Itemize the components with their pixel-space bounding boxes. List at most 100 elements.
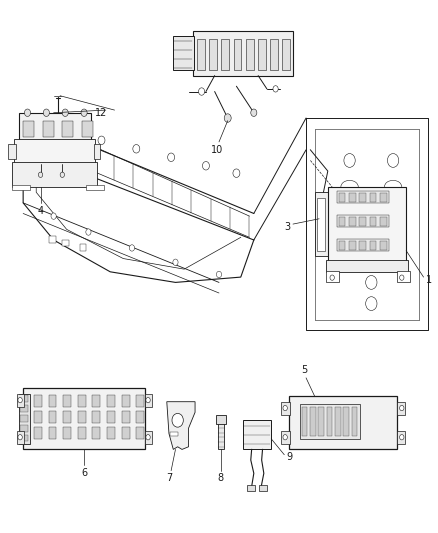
Bar <box>107 395 115 407</box>
Bar <box>325 271 339 282</box>
Bar <box>359 217 366 225</box>
Bar <box>396 402 405 415</box>
Bar <box>281 431 290 444</box>
Bar <box>281 402 290 415</box>
Bar <box>359 193 366 202</box>
Bar <box>349 217 356 225</box>
Bar <box>62 240 69 246</box>
Circle shape <box>168 153 175 161</box>
Circle shape <box>344 154 355 167</box>
Circle shape <box>283 434 287 440</box>
Text: 4: 4 <box>38 206 44 215</box>
Text: 1: 1 <box>426 274 432 285</box>
Bar <box>34 427 42 439</box>
Bar <box>380 193 387 202</box>
Text: 3: 3 <box>285 222 291 232</box>
Circle shape <box>344 196 355 210</box>
Circle shape <box>18 398 22 403</box>
Bar <box>107 411 115 423</box>
Circle shape <box>133 144 140 153</box>
Ellipse shape <box>341 180 358 193</box>
Bar <box>336 191 389 203</box>
Bar <box>86 185 104 190</box>
Bar <box>336 215 389 227</box>
Bar <box>243 420 271 449</box>
Circle shape <box>399 434 404 440</box>
Circle shape <box>202 161 209 170</box>
Circle shape <box>60 172 64 177</box>
Bar <box>62 120 73 136</box>
Bar <box>339 193 345 202</box>
Circle shape <box>51 213 56 219</box>
Bar <box>359 241 366 249</box>
Bar <box>380 241 387 249</box>
Circle shape <box>388 233 399 247</box>
Bar <box>370 217 376 225</box>
Bar <box>173 36 194 70</box>
Bar <box>63 427 71 439</box>
Bar <box>327 407 332 436</box>
Bar <box>247 486 255 491</box>
Bar <box>49 411 57 423</box>
Circle shape <box>146 434 150 440</box>
Bar <box>107 427 115 439</box>
Circle shape <box>233 169 240 177</box>
Polygon shape <box>167 402 195 449</box>
Circle shape <box>330 275 334 280</box>
Bar <box>34 395 42 407</box>
Bar <box>270 38 278 70</box>
Bar <box>122 411 130 423</box>
Circle shape <box>388 154 399 167</box>
Circle shape <box>86 229 91 235</box>
Bar <box>20 395 28 402</box>
Circle shape <box>224 114 231 122</box>
Bar <box>23 389 145 449</box>
Circle shape <box>273 86 278 92</box>
Bar <box>23 120 34 136</box>
Bar <box>349 193 356 202</box>
Circle shape <box>216 271 222 278</box>
Bar <box>78 411 86 423</box>
Circle shape <box>344 233 355 247</box>
Text: 1: 1 <box>95 108 101 118</box>
Bar <box>370 193 376 202</box>
Text: 2: 2 <box>99 108 106 118</box>
Bar <box>170 432 178 436</box>
Circle shape <box>172 414 184 427</box>
Circle shape <box>39 172 43 177</box>
Circle shape <box>399 406 404 411</box>
Text: 7: 7 <box>166 473 172 483</box>
Circle shape <box>81 109 87 116</box>
Circle shape <box>18 434 22 440</box>
Circle shape <box>366 297 377 311</box>
Circle shape <box>283 406 287 411</box>
Bar <box>122 427 130 439</box>
Circle shape <box>366 276 377 289</box>
Circle shape <box>62 109 68 116</box>
Text: 6: 6 <box>81 468 87 478</box>
Bar <box>302 407 307 436</box>
Bar <box>246 38 254 70</box>
Bar <box>20 415 28 422</box>
Bar <box>397 271 410 282</box>
Circle shape <box>98 136 105 144</box>
Circle shape <box>198 88 205 95</box>
Bar <box>94 144 100 159</box>
Bar <box>310 407 316 436</box>
Bar <box>49 427 57 439</box>
Bar <box>136 427 144 439</box>
Bar <box>352 407 357 436</box>
Bar <box>259 486 267 491</box>
Bar <box>49 395 57 407</box>
Bar <box>19 113 91 142</box>
Bar <box>215 416 226 424</box>
Bar <box>12 185 30 190</box>
Bar <box>80 244 86 251</box>
Bar <box>20 405 28 411</box>
Bar <box>8 144 16 159</box>
Bar <box>315 192 328 256</box>
Circle shape <box>25 109 31 116</box>
Bar <box>136 411 144 423</box>
Circle shape <box>146 398 150 403</box>
Bar <box>318 407 324 436</box>
